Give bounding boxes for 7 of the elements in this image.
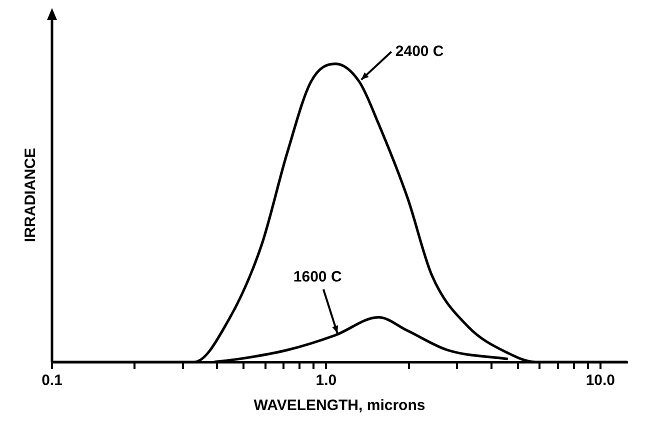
x-tick-label: 10.0 bbox=[586, 372, 616, 390]
x-axis-title: WAVELENGTH, microns bbox=[254, 397, 426, 414]
x-tick-label: 1.0 bbox=[316, 372, 337, 390]
text: 1600 C bbox=[293, 268, 342, 286]
y-axis-title: IRRADIANCE bbox=[22, 148, 40, 242]
x-tick-label: 0.1 bbox=[42, 372, 62, 390]
text: 2400 C bbox=[395, 42, 444, 60]
